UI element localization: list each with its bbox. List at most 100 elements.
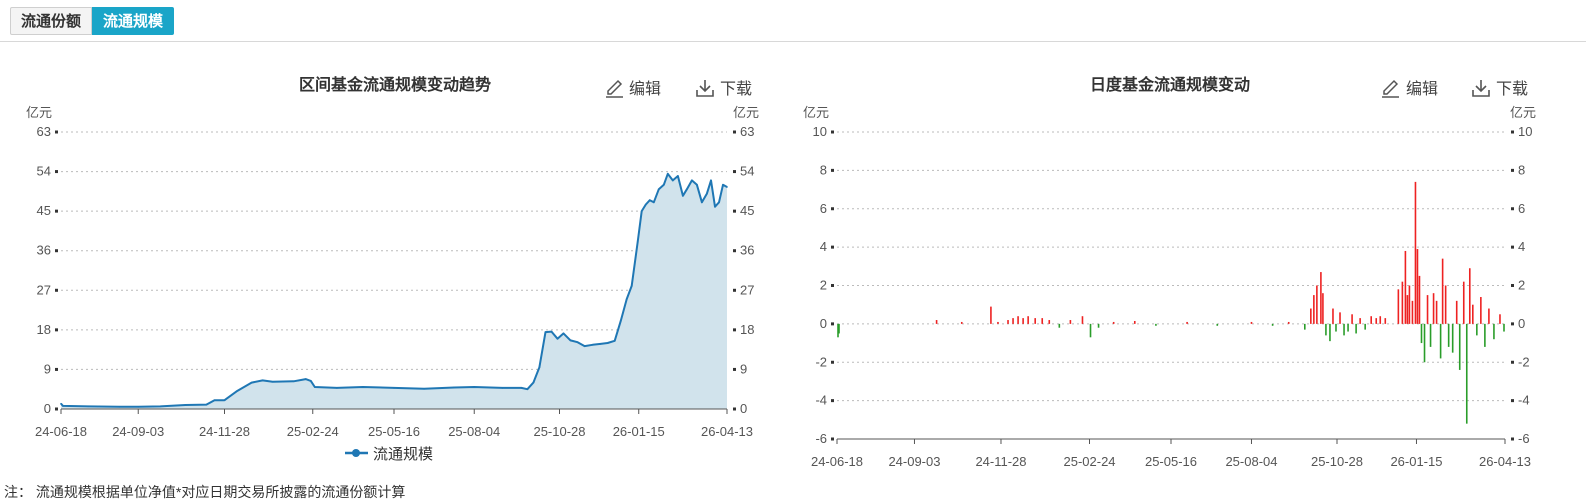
bar <box>1406 295 1409 324</box>
bar <box>1343 323 1345 336</box>
edit-label: 编辑 <box>1406 80 1438 98</box>
y-tick-mark-left <box>55 170 58 174</box>
data-point <box>599 343 602 345</box>
download-button[interactable]: 下载 <box>696 80 752 98</box>
data-point <box>526 388 529 391</box>
data-point <box>271 380 274 383</box>
data-point <box>313 386 316 388</box>
y-tick-label-left: 36 <box>37 243 51 258</box>
bar <box>1097 323 1100 328</box>
y-tick-label-left: 18 <box>37 322 51 337</box>
bar <box>1081 316 1084 324</box>
y-tick-label-right: 9 <box>740 361 747 376</box>
y-tick-mark-right <box>1511 437 1514 441</box>
bar <box>1041 318 1044 324</box>
bar <box>1444 285 1447 324</box>
bar <box>1429 323 1432 347</box>
legend-dot-marker <box>352 449 360 457</box>
y-tick-mark-right <box>1511 130 1514 134</box>
bar <box>1332 308 1334 324</box>
bar <box>1451 323 1454 353</box>
data-point <box>677 175 679 177</box>
data-point <box>691 179 693 182</box>
y-tick-label-right: 2 <box>1518 278 1525 293</box>
bar <box>837 323 839 338</box>
data-point <box>556 337 559 340</box>
y-tick-label-right: 63 <box>740 124 754 139</box>
legend-label: 流通规模 <box>373 446 433 463</box>
bar <box>1423 323 1426 363</box>
bar <box>1447 323 1450 347</box>
data-point <box>473 386 476 388</box>
y-tick-label-right: 18 <box>740 322 754 337</box>
tab-divider <box>0 41 1586 42</box>
x-tick-label: 26-04-13 <box>1479 454 1531 469</box>
y-tick-label-left: 0 <box>820 316 827 331</box>
y-tick-mark-right <box>1511 284 1514 287</box>
y-tick-mark-right <box>733 288 736 292</box>
y-axis-unit-left: 亿元 <box>803 105 829 120</box>
data-point <box>619 320 622 322</box>
data-point <box>576 341 579 343</box>
tab-circulating-shares[interactable]: 流通份额 <box>10 7 93 35</box>
tab-circulating-scale[interactable]: 流通规模 <box>92 7 175 35</box>
data-point <box>393 387 395 389</box>
y-tick-label-left: 0 <box>44 401 51 416</box>
data-point <box>682 194 684 197</box>
bar <box>1370 316 1372 324</box>
data-point <box>710 179 712 182</box>
data-point <box>636 241 639 243</box>
edit-button[interactable]: 编辑 <box>1382 79 1438 98</box>
y-tick-label-right: 0 <box>1518 316 1525 331</box>
data-point <box>223 399 226 402</box>
y-tick-label-right: 27 <box>740 282 754 297</box>
bar <box>1499 314 1501 324</box>
y-tick-label-right: -2 <box>1518 354 1530 369</box>
bar <box>997 321 999 324</box>
data-point <box>714 205 716 208</box>
bar <box>1411 300 1414 324</box>
bar <box>1458 323 1461 370</box>
bar <box>1414 181 1417 324</box>
data-point <box>184 404 187 406</box>
bar <box>1397 289 1400 324</box>
download-icon <box>1472 80 1490 97</box>
y-tick-mark-left <box>831 245 834 249</box>
bar <box>1401 281 1404 324</box>
chart-title: 区间基金流通规模变动趋势 <box>299 75 491 94</box>
data-point <box>532 381 535 384</box>
y-tick-mark-left <box>55 249 58 253</box>
bar <box>1069 320 1072 324</box>
grid-lines <box>61 131 727 370</box>
data-point <box>60 402 62 405</box>
bar <box>1441 258 1444 324</box>
data-point <box>453 386 455 389</box>
y-tick-mark-right <box>1511 245 1514 249</box>
bar <box>1384 318 1387 324</box>
bar <box>1089 323 1092 338</box>
data-point <box>562 332 565 335</box>
bar <box>1462 281 1465 324</box>
bar <box>1250 321 1253 324</box>
download-button[interactable]: 下载 <box>1472 80 1528 98</box>
chart-title: 日度基金流通规模变动 <box>1090 75 1250 94</box>
bar <box>1133 320 1136 324</box>
bar <box>1418 275 1421 324</box>
download-icon <box>696 80 714 97</box>
data-point <box>706 192 708 195</box>
x-tick-label: 25-02-24 <box>287 424 339 439</box>
bar <box>1155 323 1157 326</box>
bar <box>990 306 992 324</box>
trend-chart: 区间基金流通规模变动趋势 编辑 下载 亿元 亿元 0 0 9 9 18 18 27 27 36 3… <box>26 75 759 463</box>
y-axis-unit-left: 亿元 <box>26 105 52 120</box>
data-point <box>205 403 208 406</box>
y-tick-mark-right <box>1511 322 1514 326</box>
bar <box>1359 318 1361 324</box>
plot-area <box>837 181 1505 424</box>
edit-button[interactable]: 编辑 <box>606 79 661 98</box>
tab-bar: 流通份额 流通规模 <box>10 7 175 35</box>
bar <box>1339 312 1341 324</box>
x-tick-label: 26-04-13 <box>701 424 753 439</box>
bar <box>1216 323 1219 326</box>
y-tick-mark-left <box>55 130 58 134</box>
